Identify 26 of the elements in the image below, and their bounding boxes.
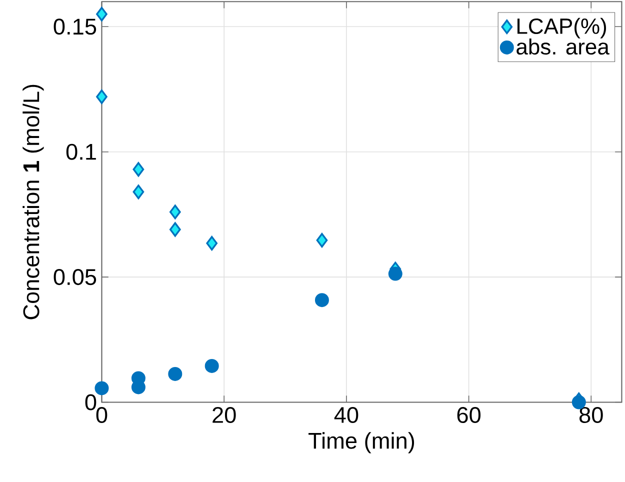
x-tick-label: 0 — [96, 406, 108, 424]
x-tick-label: 20 — [212, 406, 236, 424]
point — [132, 162, 144, 177]
point — [132, 184, 144, 200]
x-axis-title: Time (min) — [308, 432, 414, 454]
point — [204, 358, 219, 373]
point — [169, 204, 181, 220]
point — [169, 222, 181, 237]
legend-label: abs. area — [516, 38, 610, 55]
point — [388, 266, 402, 281]
legend-label: LCAP(%) — [517, 18, 606, 38]
point — [168, 366, 182, 381]
y-tick-label: 0.05 — [54, 269, 96, 286]
x-tick-label: 60 — [457, 406, 481, 424]
y-tick-label: 0.15 — [54, 18, 96, 35]
point — [316, 232, 328, 248]
point — [206, 236, 218, 251]
point — [96, 89, 108, 104]
y-tick-label: 0 — [85, 394, 96, 410]
point — [314, 293, 329, 308]
y-tick-label: 0.1 — [66, 144, 96, 160]
x-tick-label: 40 — [334, 406, 358, 424]
y-axis-title: Concentration 1 (mol/L) — [22, 84, 44, 320]
x-tick-label: 80 — [580, 406, 603, 424]
point — [94, 381, 109, 396]
point — [96, 6, 108, 22]
